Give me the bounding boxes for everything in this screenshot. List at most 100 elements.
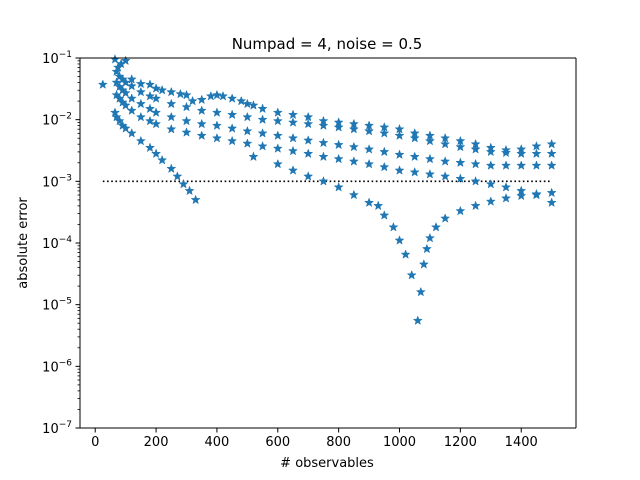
data-point [364,158,375,169]
data-point [318,137,329,148]
data-point [500,160,512,170]
data-point [424,153,435,164]
data-point [181,101,192,112]
data-point [364,125,375,136]
data-point [430,221,442,232]
data-point [166,163,177,174]
data-point [424,232,435,243]
data-point [421,243,432,254]
data-point [373,200,384,211]
x-tick-label: 0 [91,435,99,450]
data-point [184,185,195,196]
data-point [242,125,253,136]
data-point [546,197,557,208]
data-point [516,148,527,159]
data-point [135,111,146,122]
data-point [364,144,375,154]
data-point [388,221,399,232]
data-point [409,151,420,162]
data-point [242,98,253,109]
data-point [418,259,429,269]
y-tick-label: 10−2 [42,112,72,129]
data-point [272,130,283,140]
y-tick-label: 10−6 [42,358,72,375]
y-tick-label: 10−4 [42,235,72,252]
data-point [120,123,131,133]
data-point [227,93,238,103]
data-point [211,107,222,117]
data-point [144,142,156,153]
x-tick-label: 1000 [383,435,416,450]
data-point [364,197,375,208]
data-point [500,147,512,158]
data-point [227,135,238,146]
data-point [111,66,122,76]
data-point [287,109,299,120]
data-point [196,94,207,105]
data-point [287,132,299,143]
data-point [546,187,557,198]
data-point [516,160,527,170]
y-tick-label: 10−5 [42,297,72,314]
data-point [211,132,222,143]
data-point [409,132,420,143]
y-tick-label: 10−7 [42,420,72,437]
data-point [97,79,108,89]
data-point [135,86,146,97]
data-point [181,89,192,100]
data-point [546,160,557,170]
data-point [272,143,283,153]
data-point [144,103,156,114]
data-point [287,145,299,156]
data-point [144,115,156,126]
data-point [120,55,131,66]
data-point [470,176,481,186]
data-point [126,128,137,138]
data-point [440,171,451,181]
data-point [211,120,222,130]
data-point [318,120,329,130]
data-point [126,80,137,91]
data-point [248,151,259,162]
data-point [394,165,405,175]
x-axis-label: # observables [280,456,374,471]
data-point [455,173,466,184]
data-point [126,105,137,115]
data-point [181,115,192,126]
data-point [135,135,146,146]
data-point [546,138,557,149]
data-point [394,130,405,140]
data-point [211,89,222,100]
x-tick-label: 200 [144,435,169,450]
data-point [394,235,405,245]
data-point [144,79,156,89]
x-tick-label: 800 [326,435,351,450]
data-point [485,178,496,189]
data-point [257,103,268,114]
data-point [400,249,411,259]
data-point [236,95,247,106]
data-point [126,93,137,103]
x-tick-label: 1200 [444,435,477,450]
data-point [157,84,168,95]
data-point [531,160,542,170]
data-point [181,127,192,137]
data-point [111,111,122,122]
data-point [187,95,198,106]
data-point [144,90,156,101]
data-point [114,93,125,103]
y-tick-label: 10−1 [42,50,72,67]
data-point [227,123,238,133]
data-point [114,115,125,126]
data-points [97,54,557,325]
data-point [151,118,162,129]
data-point [257,114,268,124]
data-point [455,141,466,152]
data-point [135,98,146,109]
data-point [242,138,253,148]
data-point [348,189,359,200]
data-point [516,190,527,201]
data-point [500,181,512,192]
